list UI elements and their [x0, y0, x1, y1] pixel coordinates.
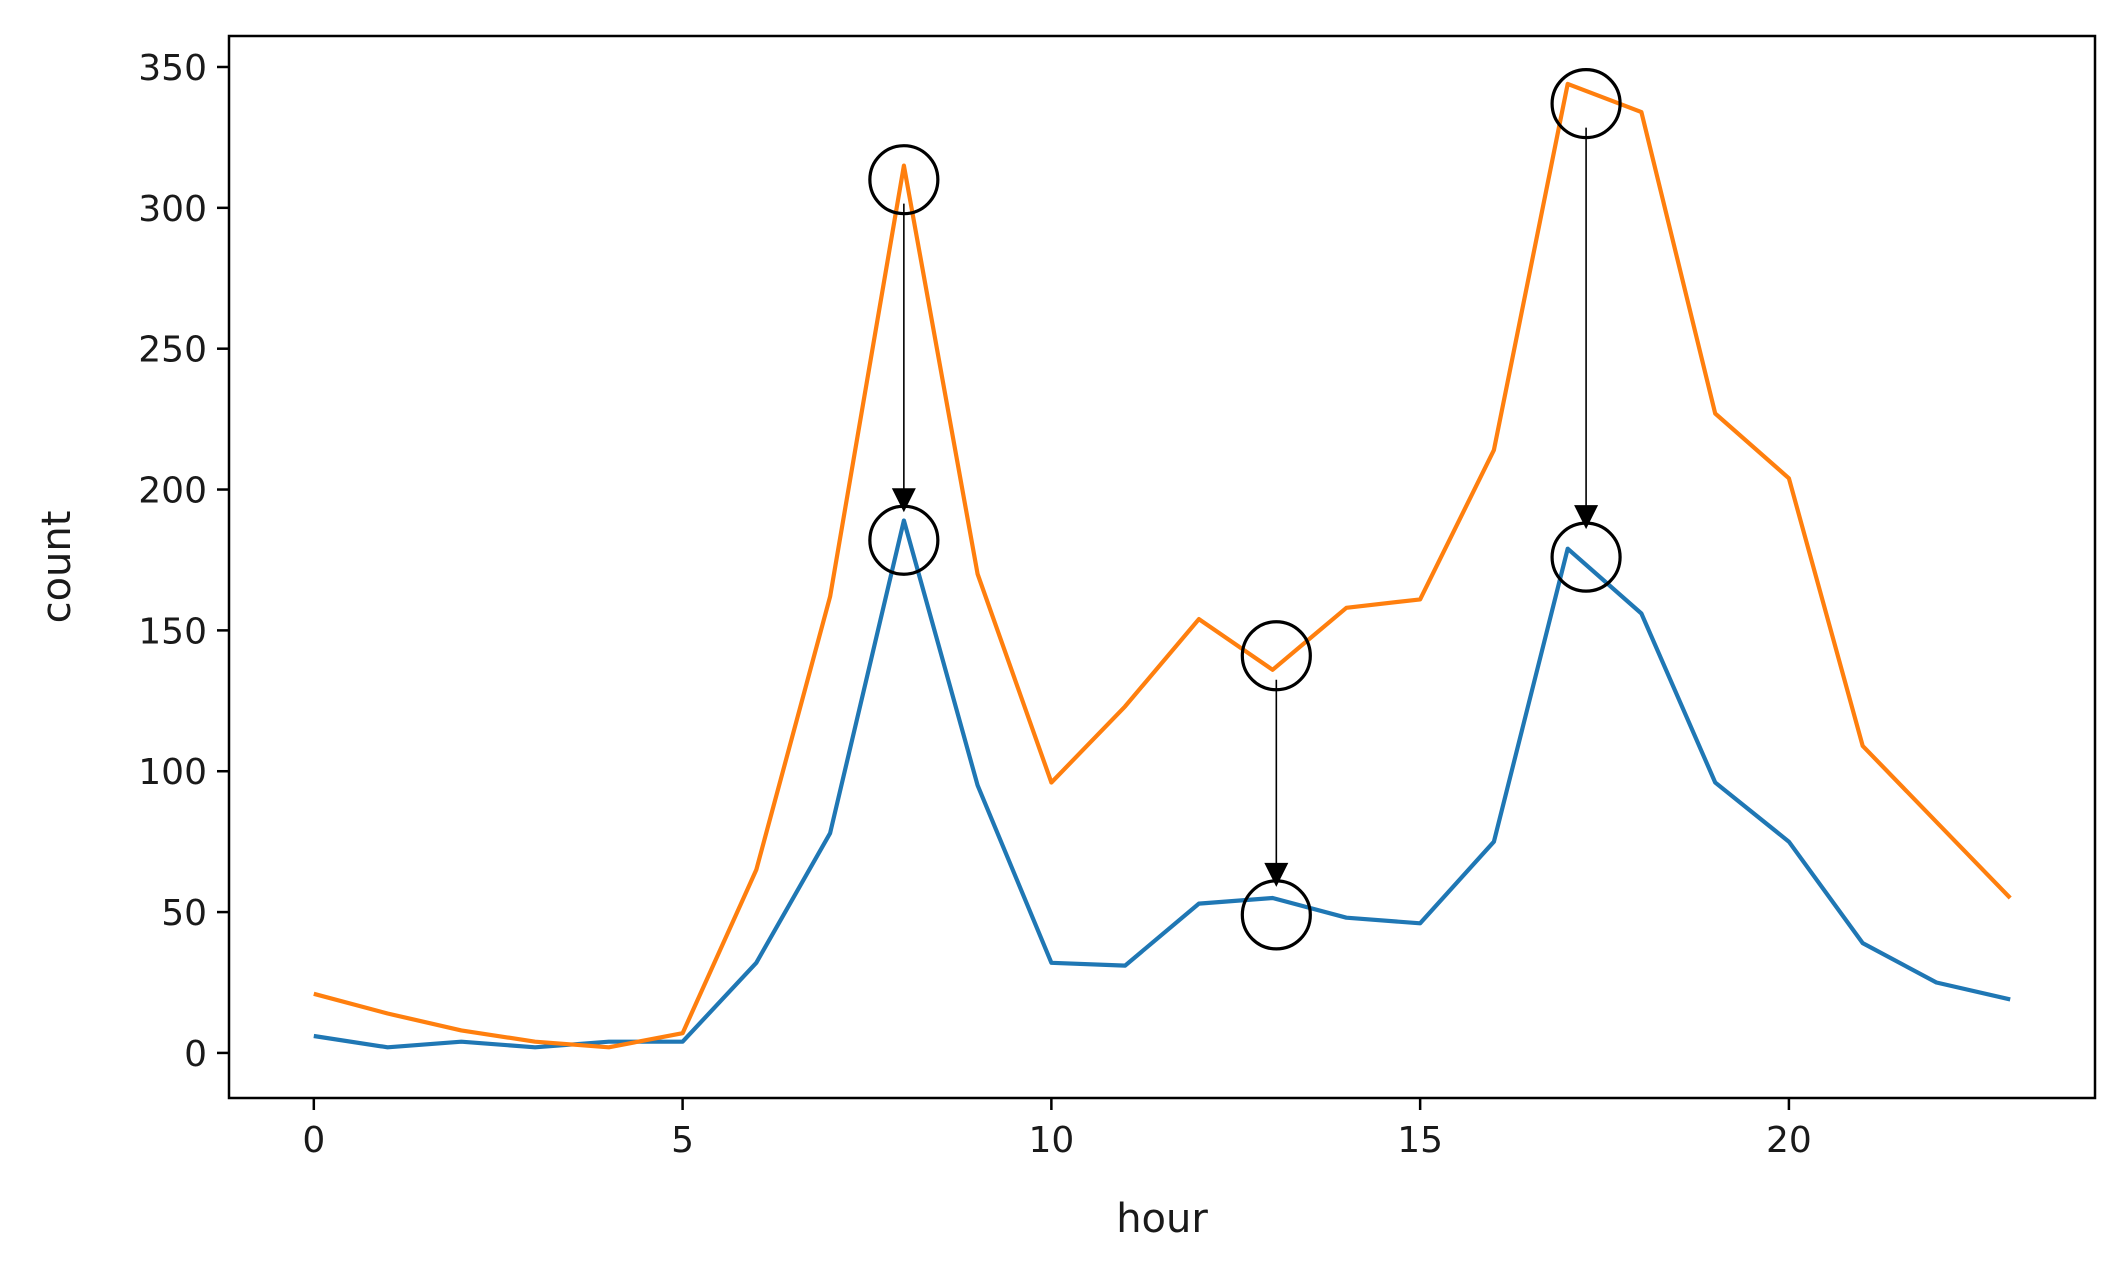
series-1-point	[1344, 916, 1348, 920]
series-2-point	[533, 1040, 537, 1044]
series-2-point	[1123, 704, 1127, 708]
series-2-point	[1639, 110, 1643, 114]
series-2-point	[2008, 896, 2012, 900]
series-1-point	[533, 1045, 537, 1049]
series-2-point	[681, 1031, 685, 1035]
series-1-point	[1566, 547, 1570, 551]
y-tick-label: 0	[184, 1034, 207, 1075]
series-2-point	[1271, 668, 1275, 672]
series-1-point	[1418, 921, 1422, 925]
series-2-point	[1787, 476, 1791, 480]
series-2-point	[1566, 82, 1570, 86]
x-tick-label: 20	[1766, 1120, 1812, 1161]
series-1-point	[1787, 840, 1791, 844]
series-1-point	[976, 783, 980, 787]
series-2-point	[312, 992, 316, 996]
series-1-line	[313, 518, 2011, 1050]
x-tick-label: 15	[1397, 1120, 1443, 1161]
series-1-point	[1271, 896, 1275, 900]
plot-frame	[227, 34, 2097, 1100]
series-1-point	[1492, 840, 1496, 844]
series-1-point	[1049, 961, 1053, 965]
series-2-point	[607, 1045, 611, 1049]
series-1-point	[754, 961, 758, 965]
series-2-point	[1861, 744, 1865, 748]
annotation-layer	[868, 68, 1622, 951]
series-1-point	[1934, 981, 1938, 985]
x-axis-label: hour	[1116, 1196, 1208, 1242]
series-2-point	[386, 1011, 390, 1015]
series-1-point	[1197, 902, 1201, 906]
y-axis-label: count	[34, 511, 80, 624]
y-axis-ticks: 0 50 100 150 200 250 300 350	[138, 48, 229, 1075]
y-tick-label: 100	[138, 752, 207, 793]
series-2-point	[1049, 780, 1053, 784]
series-2-point	[902, 164, 906, 168]
series-1-point	[459, 1040, 463, 1044]
annotation-arrow-head	[1264, 862, 1289, 887]
series-1-point	[1713, 780, 1717, 784]
y-tick-label: 350	[138, 48, 207, 89]
series-1-point	[1123, 964, 1127, 968]
series-2-point	[1344, 606, 1348, 610]
series-2-point	[1197, 617, 1201, 621]
y-tick-label: 250	[138, 330, 207, 371]
x-tick-label: 0	[302, 1120, 325, 1161]
series-2-point	[1934, 820, 1938, 824]
series-layer	[312, 81, 2012, 1050]
series-2-point	[1492, 448, 1496, 452]
series-1-point	[1639, 611, 1643, 615]
series-2-point	[1418, 597, 1422, 601]
series-2-point	[459, 1028, 463, 1032]
y-tick-label: 200	[138, 471, 207, 512]
series-2-line	[313, 81, 2012, 1050]
series-1-point	[1861, 941, 1865, 945]
series-2-point	[976, 572, 980, 576]
series-1-point	[828, 831, 832, 835]
x-tick-label: 5	[671, 1120, 694, 1161]
series-1-point	[902, 519, 906, 523]
series-2-point	[1713, 411, 1717, 415]
series-2-point	[828, 595, 832, 599]
y-tick-label: 50	[161, 893, 207, 934]
annotation-arrow-head	[1574, 505, 1599, 530]
x-tick-label: 10	[1028, 1120, 1074, 1161]
series-1-point	[681, 1040, 685, 1044]
series-1-point	[312, 1034, 316, 1038]
series-1-point	[2008, 997, 2012, 1001]
y-tick-label: 150	[138, 611, 207, 652]
series-2-point	[754, 868, 758, 872]
x-axis-ticks: 0 5 10 15 20	[302, 1098, 1812, 1161]
series-1-point	[386, 1045, 390, 1049]
annotation-arrow-head	[891, 488, 916, 513]
series-1-point	[607, 1040, 611, 1044]
y-tick-label: 300	[138, 189, 207, 230]
